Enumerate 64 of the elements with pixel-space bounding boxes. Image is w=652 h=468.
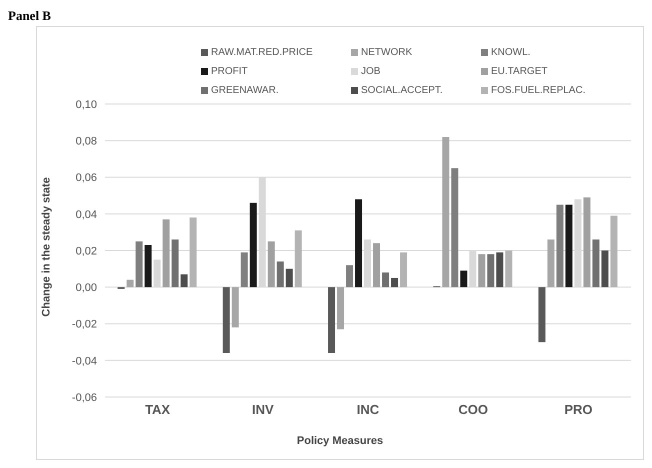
bar [222,287,230,354]
y-tick-label: -0,04 [72,355,97,368]
y-tick-label: 0,00 [76,282,97,294]
legend-label: EU.TARGET [491,66,548,77]
bar [400,252,408,288]
bar [268,241,275,288]
y-tick-label: 0,10 [76,98,97,111]
bar [126,280,134,288]
y-axis-title: Change in the steady state [41,177,53,317]
bar [276,261,284,288]
y-tick-label: 0,06 [76,172,97,184]
bar [382,272,390,288]
y-tick-label: 0,04 [76,208,97,221]
x-tick-label: COO [458,402,488,418]
x-tick-label: INV [252,402,274,418]
y-tick-label: -0,02 [72,318,97,331]
bar [346,265,354,288]
x-tick-label: INC [356,402,380,418]
x-axis-title: Policy Measures [296,435,384,447]
x-tick-label: PRO [564,402,592,418]
bar [144,245,152,288]
bar [610,216,618,288]
bar [373,243,380,288]
bar [583,197,590,288]
bar [487,254,494,288]
bar [496,252,504,288]
legend-label: PROFIT [211,66,248,77]
x-tick-label: TAX [145,402,170,418]
bar [337,287,344,330]
bar [355,199,362,288]
legend-label: GREENAWAR. [211,85,279,96]
bar [391,278,398,288]
bar [601,250,608,288]
bar [478,254,486,288]
bar [538,287,546,342]
bar [172,240,179,288]
y-tick-label: -0,06 [72,392,97,404]
bar [451,168,458,288]
bar [294,230,302,288]
bar [250,202,257,288]
bar [232,287,239,328]
bar [547,240,554,288]
bar [505,250,512,288]
legend-label: JOB [361,66,380,77]
legend-label: FOS.FUEL.REPLAC. [491,85,586,96]
bar [565,204,572,288]
bar [286,268,293,288]
bar [136,241,143,288]
bar [240,252,248,288]
bar [556,204,564,288]
legend-label: SOCIAL.ACCEPT. [361,85,443,96]
bar [190,218,197,288]
legend-label: KNOWL. [491,47,530,58]
bar [592,240,600,288]
legend-label: RAW.MAT.RED.PRICE [211,47,313,58]
bar [162,219,170,288]
bar [180,274,188,288]
y-tick-label: 0,02 [76,245,97,258]
y-tick-label: 0,08 [76,136,97,148]
bar [328,287,336,354]
bar [460,270,468,288]
legend-label: NETWORK [361,47,412,58]
chart-title: Panel B [8,8,51,24]
bar [442,136,450,288]
